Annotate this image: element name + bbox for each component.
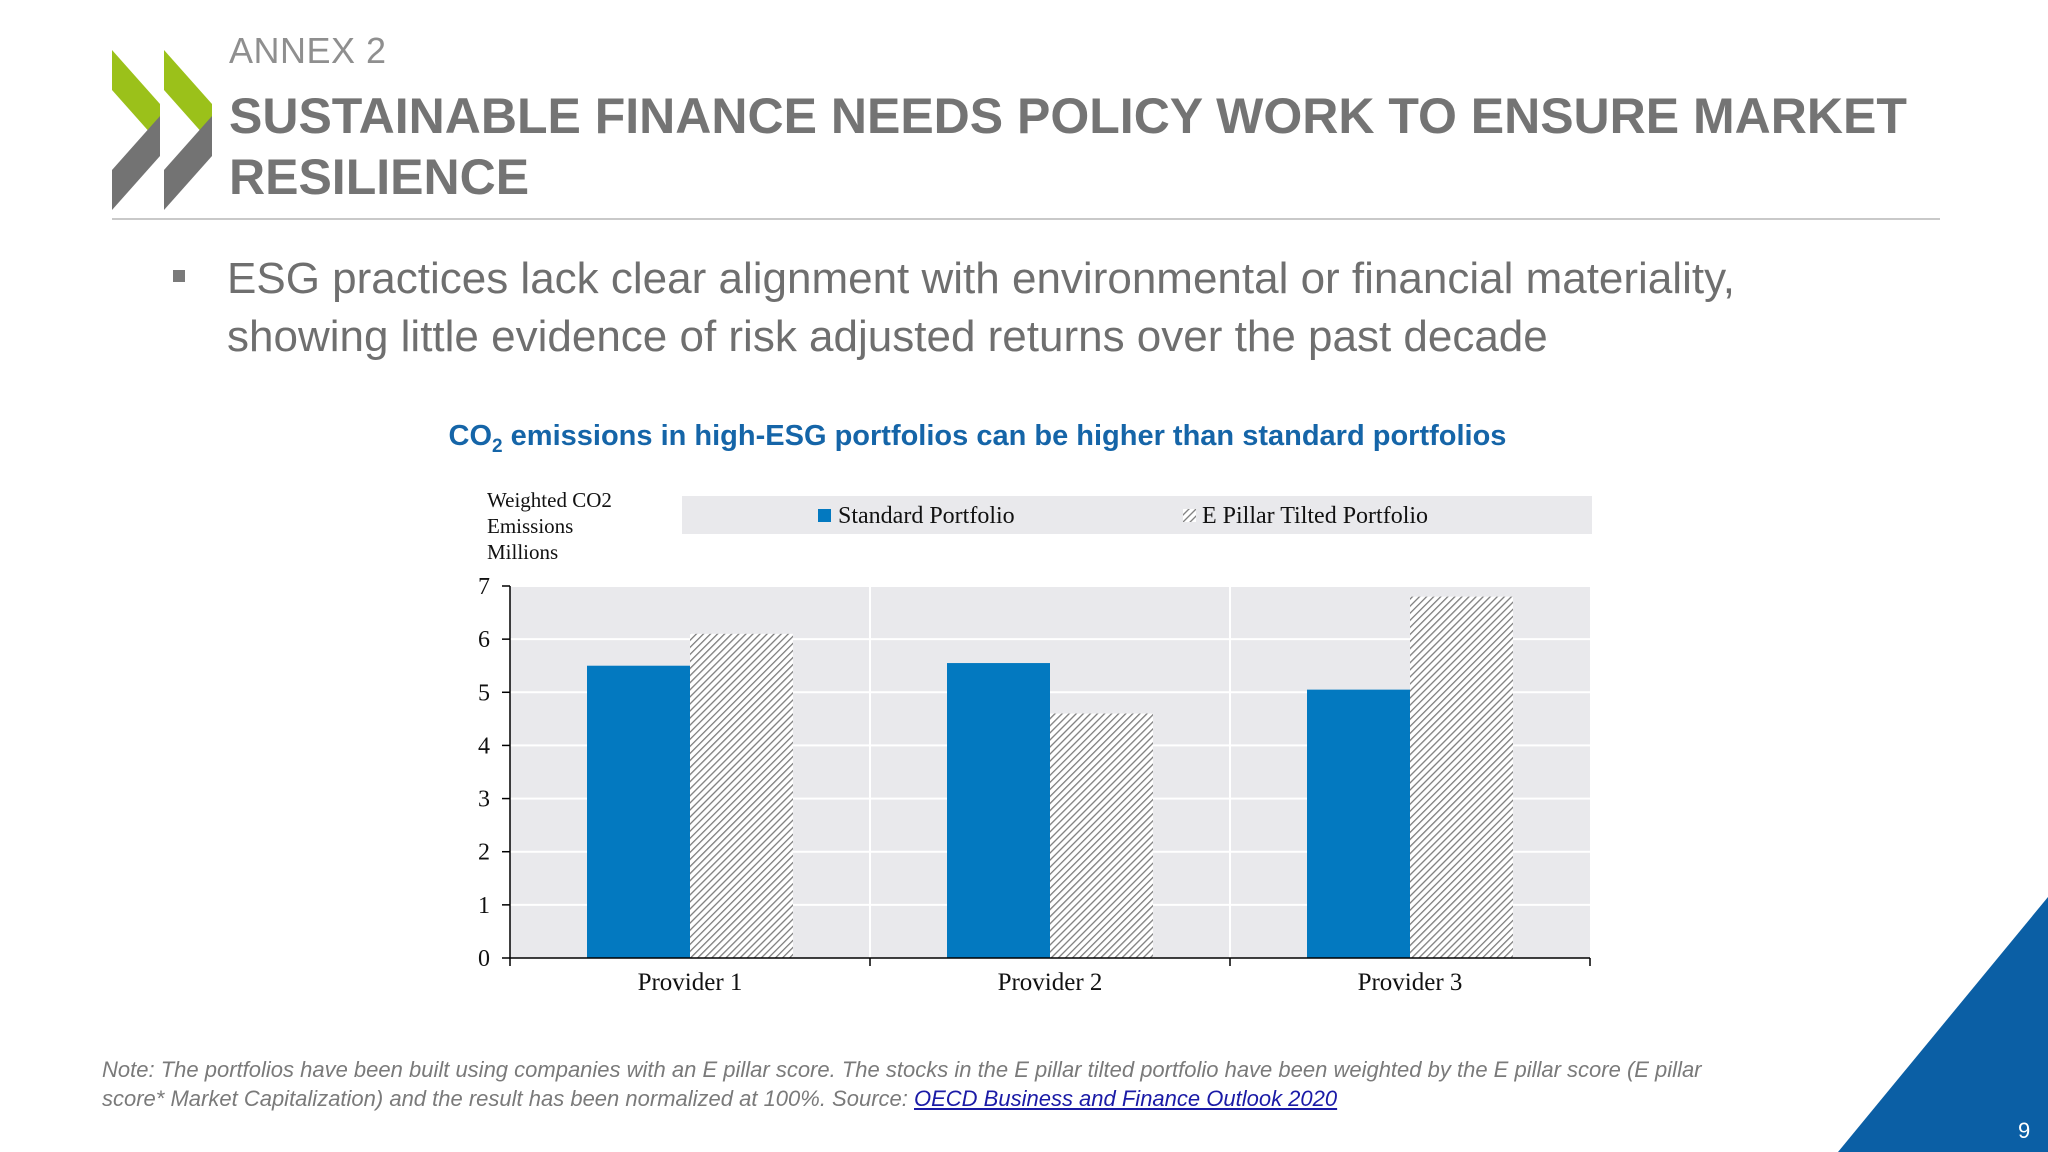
chart-title-prefix: CO [448, 420, 493, 452]
note-line-2: score* Market Capitalization) and the re… [102, 1084, 1862, 1113]
y-tick-label: 4 [478, 733, 490, 759]
legend-background [682, 496, 1592, 534]
legend-swatch-standard [818, 509, 831, 522]
y-axis-label-line-1: Weighted CO2 [487, 488, 612, 512]
bar-tilted [1410, 596, 1513, 958]
legend-label-tilted: E Pillar Tilted Portfolio [1202, 503, 1428, 529]
y-tick-label: 1 [478, 893, 490, 919]
y-axis-label-line-2: Emissions [487, 514, 573, 538]
y-tick-label: 3 [478, 787, 490, 813]
legend-label-standard: Standard Portfolio [838, 503, 1015, 529]
y-tick-label: 0 [478, 946, 490, 972]
corner-triangle-decoration [1838, 897, 2048, 1152]
y-tick-label: 6 [478, 627, 490, 653]
bullet-point: ESG practices lack clear alignment with … [227, 250, 1927, 366]
chart-title-suffix: emissions in high-ESG portfolios can be … [502, 420, 1507, 452]
annex-label: ANNEX 2 [229, 30, 387, 71]
bar-standard [1307, 689, 1410, 958]
bars [587, 596, 1513, 958]
x-tick-label: Provider 2 [998, 969, 1103, 996]
axes [509, 586, 1591, 966]
bullet-line-1: ESG practices lack clear alignment with … [227, 254, 1736, 303]
page-title-line-1: SUSTAINABLE FINANCE NEEDS POLICY WORK TO… [229, 88, 1907, 144]
y-tick-labels: 0 1 2 3 4 5 6 7 [478, 574, 510, 972]
source-link[interactable]: OECD Business and Finance Outlook 2020 [914, 1086, 1338, 1111]
legend-swatch-tilted [1183, 509, 1196, 522]
chart-title: CO2 emissions in high-ESG portfolios can… [0, 420, 1955, 458]
y-tick-label: 7 [478, 574, 490, 600]
x-tick-label: Provider 1 [638, 969, 743, 996]
bar-chart: Weighted CO2 Emissions Millions Standard… [478, 488, 1592, 996]
bullet-square-icon [173, 270, 185, 282]
bullet-line-2: showing little evidence of risk adjusted… [227, 312, 1548, 361]
page-title-line-2: RESILIENCE [229, 149, 530, 205]
oecd-chevron-logo-icon [112, 50, 212, 210]
note-line-2-text: score* Market Capitalization) and the re… [102, 1086, 914, 1111]
y-tick-label: 5 [478, 680, 490, 706]
bar-tilted [1050, 713, 1153, 958]
page-title: SUSTAINABLE FINANCE NEEDS POLICY WORK TO… [229, 86, 2009, 208]
y-axis-label-line-3: Millions [487, 540, 558, 564]
bar-standard [587, 665, 690, 958]
chart-note: Note: The portfolios have been built usi… [102, 1055, 1862, 1113]
chart-title-subscript: 2 [492, 435, 503, 457]
x-tick-labels: Provider 1 Provider 2 Provider 3 [638, 969, 1463, 996]
note-line-1: Note: The portfolios have been built usi… [102, 1057, 1702, 1082]
x-tick-label: Provider 3 [1358, 969, 1463, 996]
bar-standard [947, 663, 1050, 958]
title-divider [112, 218, 1940, 220]
bar-tilted [690, 633, 793, 958]
page-number: 9 [2018, 1118, 2031, 1143]
y-tick-label: 2 [478, 840, 490, 866]
